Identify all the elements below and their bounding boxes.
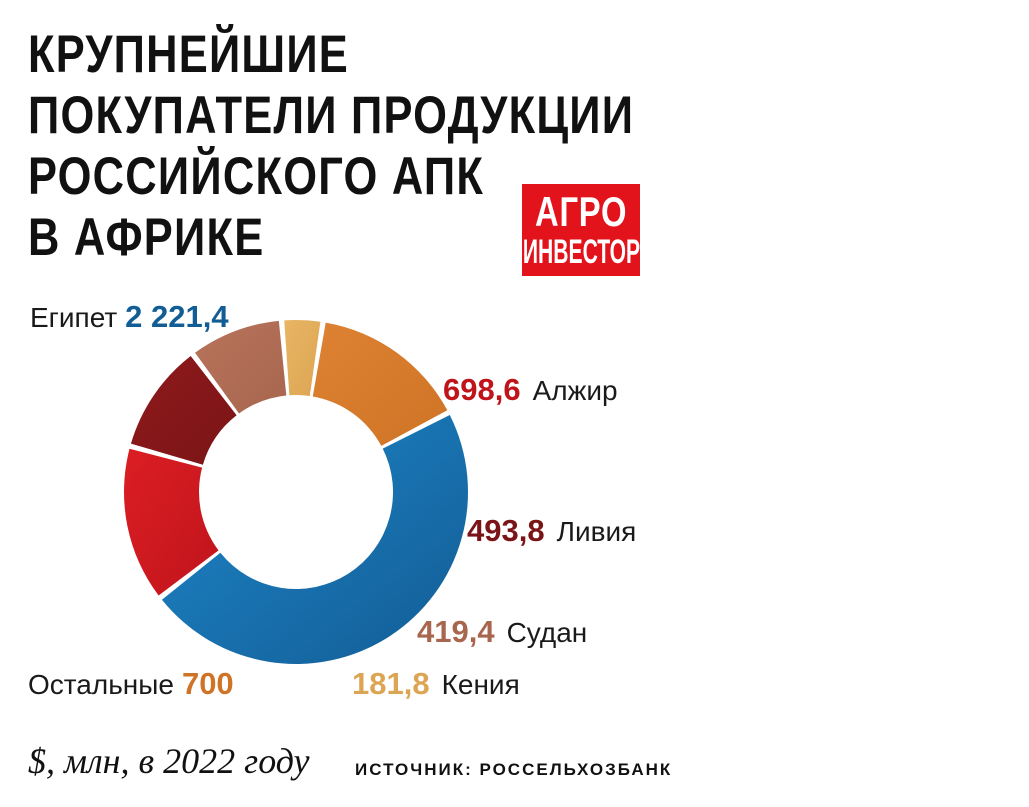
logo-line-2: ИНВЕСТОР bbox=[522, 233, 640, 271]
slice-value-6: 700 bbox=[182, 666, 234, 701]
slice-name-4: Судан bbox=[507, 617, 588, 648]
chart-title: КРУПНЕЙШИЕ ПОКУПАТЕЛИ ПРОДУКЦИИ РОССИЙСК… bbox=[28, 24, 635, 268]
slice-label-6: Остальные 700 bbox=[28, 666, 234, 701]
slice-name-6: Остальные bbox=[28, 669, 174, 700]
slice-2 bbox=[124, 448, 219, 596]
slice-5 bbox=[284, 320, 321, 396]
slice-label-1: Египет 2 221,4 bbox=[30, 299, 229, 334]
slice-label-2: 698,6 Алжир bbox=[443, 372, 618, 407]
slice-value-1: 2 221,4 bbox=[125, 299, 229, 334]
unit-note: $, млн, в 2022 году bbox=[28, 741, 310, 781]
title-line-3: РОССИЙСКОГО АПК bbox=[28, 147, 485, 206]
agroinvestor-logo: АГРО ИНВЕСТОР bbox=[522, 184, 640, 276]
slice-name-3: Ливия bbox=[557, 516, 637, 547]
slice-1 bbox=[161, 414, 468, 664]
slice-label-4: 419,4 Судан bbox=[417, 614, 587, 649]
logo-line-1: АГРО bbox=[534, 188, 628, 235]
donut-slices bbox=[124, 320, 468, 664]
slice-value-5: 181,8 bbox=[352, 666, 430, 701]
slice-value-3: 493,8 bbox=[467, 513, 545, 548]
title-line-2: ПОКУПАТЕЛИ ПРОДУКЦИИ bbox=[28, 86, 635, 145]
title-line-4: В АФРИКЕ bbox=[28, 208, 265, 267]
slice-value-4: 419,4 bbox=[417, 614, 495, 649]
slice-label-3: 493,8 Ливия bbox=[467, 513, 636, 548]
slice-6 bbox=[312, 322, 448, 446]
slice-name-1: Египет bbox=[30, 302, 117, 333]
source-note: ИСТОЧНИК: РОССЕЛЬХОЗБАНК bbox=[355, 760, 673, 779]
slice-label-5: 181,8 Кения bbox=[352, 666, 520, 701]
slice-name-2: Алжир bbox=[533, 375, 618, 406]
slice-value-2: 698,6 bbox=[443, 372, 521, 407]
slice-4 bbox=[195, 320, 287, 414]
donut-labels: Египет 2 221,4 698,6 Алжир 493,8 Ливия 419,4 Су… bbox=[28, 299, 636, 701]
slice-name-5: Кения bbox=[442, 669, 520, 700]
slice-3 bbox=[130, 356, 237, 465]
title-line-1: КРУПНЕЙШИЕ bbox=[28, 25, 350, 84]
